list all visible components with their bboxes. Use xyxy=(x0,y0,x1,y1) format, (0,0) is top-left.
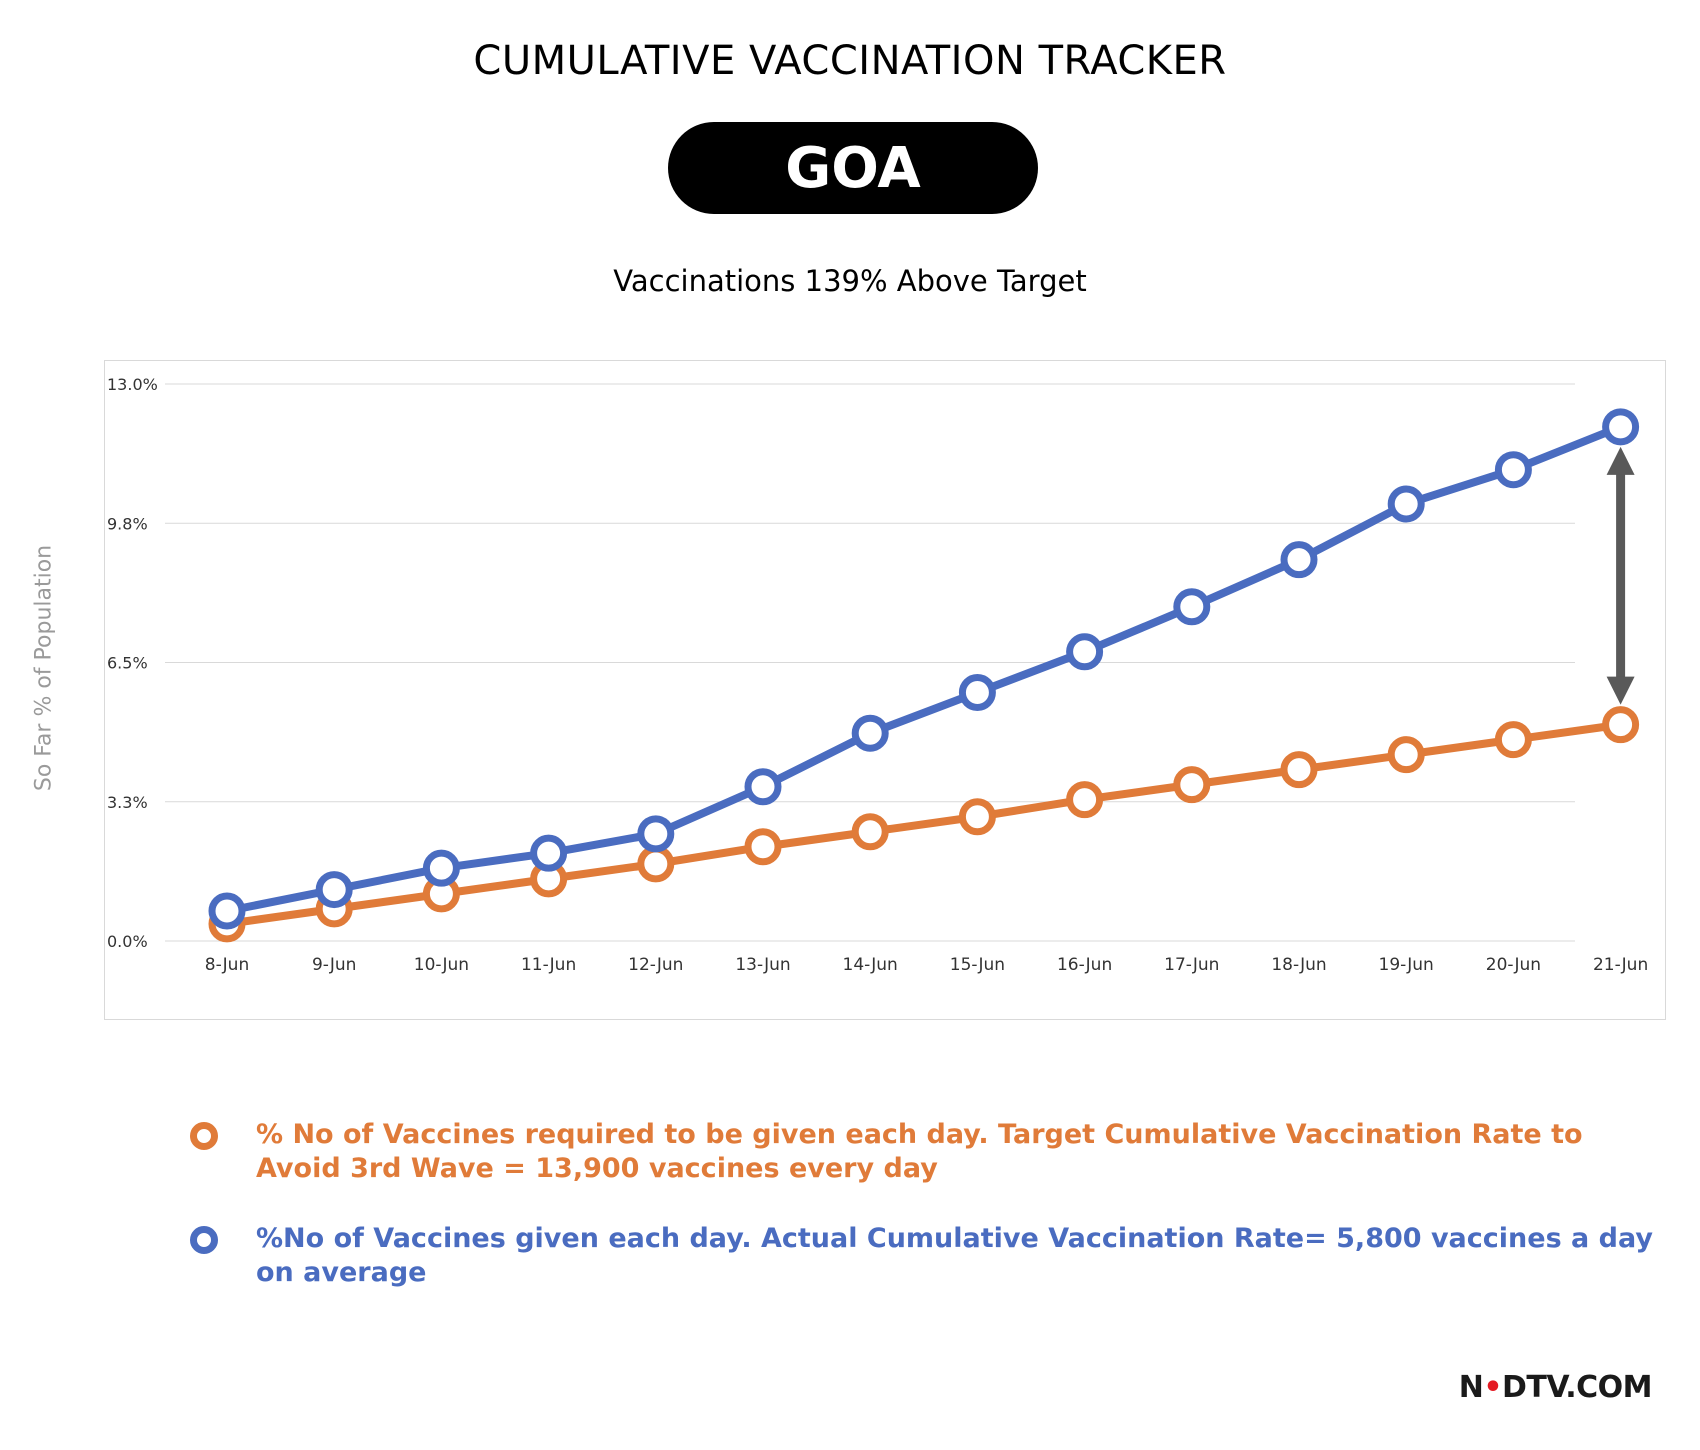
x-tick-label: 14-Jun xyxy=(843,955,898,975)
data-point-target xyxy=(1066,781,1104,819)
data-point-actual xyxy=(1387,485,1425,523)
data-point-actual xyxy=(637,815,675,853)
x-tick-label: 15-Jun xyxy=(950,955,1005,975)
y-tick-label: 0.0% xyxy=(107,932,148,951)
y-tick-label: 6.5% xyxy=(107,654,148,673)
chart-area: 0.0% 3.3% 6.5% 9.8% 13.0% 8-Jun 9-Jun 10-Jun 11-… xyxy=(104,360,1666,1020)
legend-marker-target-icon xyxy=(190,1122,218,1150)
state-badge: GOA xyxy=(668,122,1038,214)
chart-subtitle: Vaccinations 139% Above Target xyxy=(613,264,1087,298)
x-tick-label: 12-Jun xyxy=(628,955,683,975)
data-point-actual xyxy=(1494,451,1532,489)
data-point-actual xyxy=(530,834,568,872)
data-point-actual xyxy=(208,892,246,930)
legend-text-actual: %No of Vaccines given each day. Actual C… xyxy=(256,1223,1653,1288)
x-tick-label: 16-Jun xyxy=(1057,955,1112,975)
annotation-arrow-head-down xyxy=(1606,676,1635,705)
data-point-target xyxy=(1387,736,1425,774)
annotation-arrow-head-up xyxy=(1606,446,1635,475)
brand-logo: N•DTV.COM xyxy=(1458,1370,1653,1405)
legend-marker-actual-icon xyxy=(190,1226,218,1254)
data-point-actual xyxy=(1280,541,1318,579)
data-point-target xyxy=(744,828,782,866)
x-tick-label: 17-Jun xyxy=(1164,955,1219,975)
x-tick-label: 13-Jun xyxy=(735,955,790,975)
data-point-actual xyxy=(958,673,996,711)
y-tick-label: 13.0% xyxy=(107,375,158,394)
data-point-actual xyxy=(851,714,889,752)
x-tick-label: 18-Jun xyxy=(1271,955,1326,975)
data-point-actual xyxy=(422,849,460,887)
data-point-actual xyxy=(1066,633,1104,671)
data-point-actual xyxy=(315,871,353,909)
x-tick-label: 19-Jun xyxy=(1379,955,1434,975)
state-name: GOA xyxy=(785,135,921,201)
data-point-target xyxy=(637,845,675,883)
line-chart: 0.0% 3.3% 6.5% 9.8% 13.0% 8-Jun 9-Jun 10-Jun 11-… xyxy=(107,375,1648,975)
data-point-target xyxy=(851,813,889,851)
data-point-actual xyxy=(1173,588,1211,626)
legend-item-target: % No of Vaccines required to be given ea… xyxy=(190,1118,1666,1186)
chart-title: CUMULATIVE VACCINATION TRACKER xyxy=(473,38,1227,84)
legend-item-actual: %No of Vaccines given each day. Actual C… xyxy=(190,1222,1666,1290)
data-point-target xyxy=(1602,706,1640,744)
data-point-actual xyxy=(1602,408,1640,446)
data-point-target xyxy=(1494,721,1532,759)
x-tick-label: 10-Jun xyxy=(414,955,469,975)
x-tick-label: 9-Jun xyxy=(312,955,356,975)
data-point-actual xyxy=(744,768,782,806)
y-axis-label: So Far % of Population xyxy=(31,544,57,792)
data-point-target xyxy=(958,798,996,836)
x-tick-label: 11-Jun xyxy=(521,955,576,975)
data-point-target xyxy=(1280,751,1318,789)
y-tick-label: 3.3% xyxy=(107,793,148,812)
legend-text-target: % No of Vaccines required to be given ea… xyxy=(256,1119,1583,1184)
x-tick-label: 21-Jun xyxy=(1593,955,1648,975)
data-point-target xyxy=(1173,766,1211,804)
y-tick-label: 9.8% xyxy=(107,514,148,533)
x-tick-label: 8-Jun xyxy=(205,955,249,975)
x-tick-label: 20-Jun xyxy=(1486,955,1541,975)
